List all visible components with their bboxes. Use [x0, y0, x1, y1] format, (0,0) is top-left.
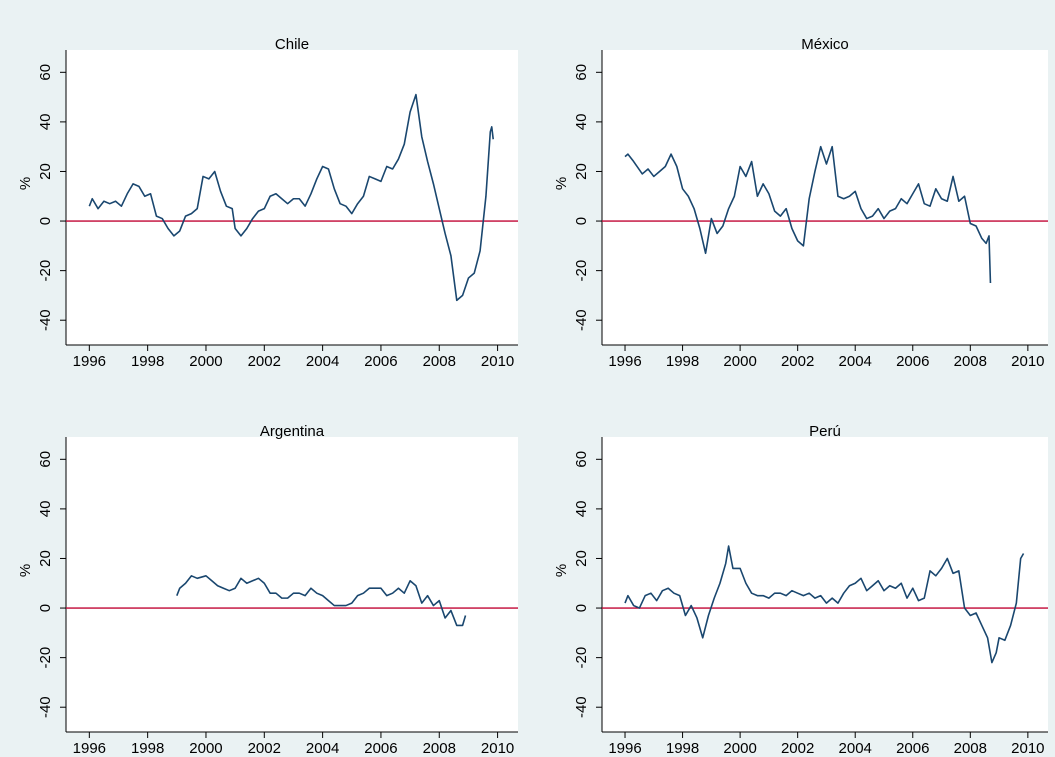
data-line: [176, 575, 467, 627]
x-tick-label: 1998: [666, 740, 699, 757]
x-tick-label: 2008: [423, 740, 456, 757]
x-tick-label: 2004: [306, 353, 339, 370]
x-tick-label: 2006: [896, 353, 929, 370]
data-line: [624, 145, 992, 284]
x-tick-label: 2006: [896, 740, 929, 757]
panel-title: Argentina: [260, 423, 325, 440]
x-tick-label: 1996: [73, 353, 106, 370]
x-tick-label: 2010: [1011, 353, 1044, 370]
x-tick-label: 2006: [364, 353, 397, 370]
y-tick-label: 60: [37, 64, 54, 81]
y-tick-label: 0: [37, 217, 54, 225]
data-line: [624, 545, 1025, 664]
x-tick-label: 2010: [1011, 740, 1044, 757]
x-tick-label: 2008: [423, 353, 456, 370]
y-tick-label: 20: [573, 550, 590, 567]
y-tick-label: 20: [37, 163, 54, 180]
x-tick-label: 2000: [189, 740, 222, 757]
x-tick-label: 1998: [666, 353, 699, 370]
y-tick-label: 0: [573, 604, 590, 612]
x-tick-label: 2000: [723, 353, 756, 370]
plot-area: [66, 437, 518, 732]
y-tick-label: -20: [573, 260, 590, 282]
y-tick-label: -20: [573, 647, 590, 669]
x-tick-label: 2010: [481, 353, 514, 370]
y-axis-title: %: [553, 564, 570, 577]
data-line: [88, 93, 495, 302]
y-tick-label: 0: [37, 604, 54, 612]
y-tick-label: 40: [573, 501, 590, 518]
y-tick-label: 40: [37, 501, 54, 518]
y-tick-label: 60: [37, 451, 54, 468]
x-tick-label: 1998: [131, 353, 164, 370]
y-tick-label: 60: [573, 64, 590, 81]
y-tick-label: 20: [37, 550, 54, 567]
y-axis-title: %: [17, 564, 34, 577]
y-tick-label: 20: [573, 163, 590, 180]
x-tick-label: 2004: [839, 353, 872, 370]
y-tick-label: -20: [37, 647, 54, 669]
y-tick-label: -20: [37, 260, 54, 282]
plot-area: [602, 437, 1048, 732]
x-tick-label: 1996: [608, 353, 641, 370]
x-tick-label: 2010: [481, 740, 514, 757]
x-tick-label: 2000: [189, 353, 222, 370]
y-tick-label: -40: [573, 309, 590, 331]
y-tick-label: 60: [573, 451, 590, 468]
x-tick-label: 2002: [248, 353, 281, 370]
y-tick-label: 0: [573, 217, 590, 225]
x-tick-label: 2002: [248, 740, 281, 757]
x-tick-label: 1996: [608, 740, 641, 757]
y-axis-title: %: [553, 177, 570, 190]
y-axis-title: %: [17, 177, 34, 190]
y-tick-label: -40: [37, 309, 54, 331]
y-tick-label: 40: [37, 114, 54, 131]
x-tick-label: 2008: [954, 740, 987, 757]
x-tick-label: 2002: [781, 740, 814, 757]
y-tick-label: -40: [37, 696, 54, 718]
x-tick-label: 2002: [781, 353, 814, 370]
x-tick-label: 2004: [306, 740, 339, 757]
plot-area: [602, 50, 1048, 345]
x-tick-label: 1996: [73, 740, 106, 757]
x-tick-label: 1998: [131, 740, 164, 757]
panel-title: Perú: [809, 423, 841, 440]
panel-title: México: [801, 36, 849, 53]
y-tick-label: -40: [573, 696, 590, 718]
x-tick-label: 2008: [954, 353, 987, 370]
x-tick-label: 2004: [839, 740, 872, 757]
plot-area: [66, 50, 518, 345]
panel-title: Chile: [275, 36, 309, 53]
x-tick-label: 2006: [364, 740, 397, 757]
y-tick-label: 40: [573, 114, 590, 131]
x-tick-label: 2000: [723, 740, 756, 757]
